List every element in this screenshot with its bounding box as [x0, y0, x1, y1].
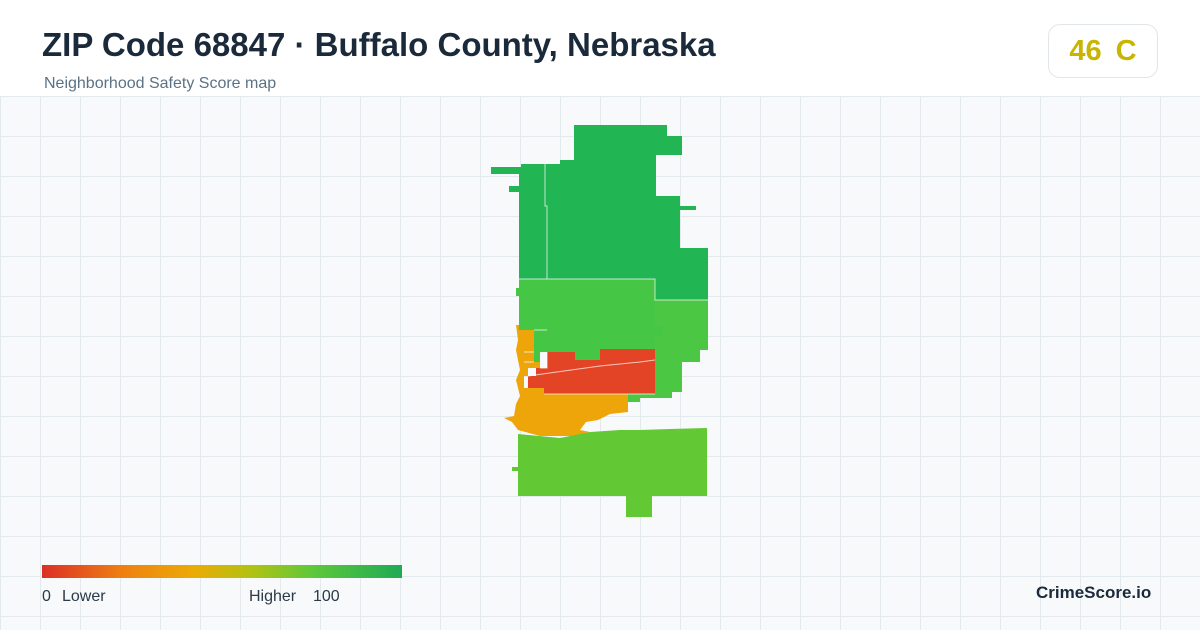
map-region-southwest-tract[interactable]: [504, 325, 628, 436]
legend-min-label: 0: [42, 588, 51, 605]
score-grade: C: [1115, 34, 1137, 67]
header: ZIP Code 68847 · Buffalo County, Nebrask…: [0, 0, 1200, 97]
legend-color-scale: [42, 565, 402, 578]
brand-logo-text: CrimeScore.io: [1036, 583, 1152, 602]
map-region-east-tract[interactable]: [628, 300, 708, 412]
tract-boundaries: [519, 164, 708, 395]
map-region-central-tract[interactable]: [528, 349, 655, 394]
score-badge: 46 C: [1048, 24, 1158, 78]
map-region-north-central-tract[interactable]: [516, 279, 662, 360]
page-title: ZIP Code 68847 · Buffalo County, Nebrask…: [42, 26, 716, 63]
map-region-south-tract[interactable]: [512, 430, 707, 517]
legend-high-label: Higher: [249, 588, 297, 605]
map-region-river-strip: [585, 428, 707, 436]
score-value: 46: [1069, 34, 1102, 67]
legend-max-label: 100: [313, 588, 340, 605]
page-subtitle: Neighborhood Safety Score map: [44, 75, 277, 92]
map-region-north-tract[interactable]: [491, 125, 708, 300]
legend-low-label: Lower: [62, 588, 106, 605]
map-region-north-central-tract-b[interactable]: [534, 330, 547, 362]
